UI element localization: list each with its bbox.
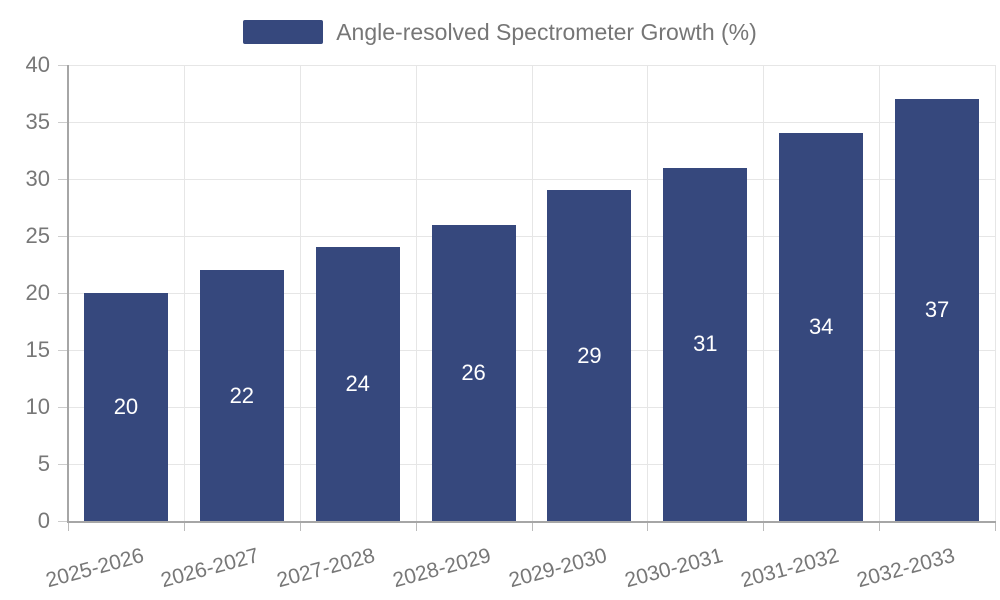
y-axis-label: 20	[25, 280, 50, 305]
bar[interactable]	[779, 133, 864, 521]
x-axis-tick	[183, 523, 185, 531]
x-axis-tick	[415, 523, 417, 531]
gridline-vertical	[531, 65, 533, 521]
y-axis-label: 35	[25, 109, 50, 134]
bar-value-label: 29	[577, 342, 602, 368]
x-axis-line	[67, 521, 996, 523]
x-axis-tick	[995, 523, 996, 531]
y-axis-tick	[58, 179, 68, 180]
x-axis-tick	[879, 523, 881, 531]
bar-value-label: 26	[461, 359, 486, 385]
x-axis-tick	[68, 523, 69, 531]
y-axis-label: 5	[37, 451, 50, 476]
bar[interactable]	[83, 293, 168, 521]
bar[interactable]	[547, 190, 632, 521]
y-axis-label: 0	[37, 508, 50, 533]
x-axis-label: 2026-2027	[158, 544, 262, 593]
x-axis-label: 2032-2033	[854, 544, 958, 593]
bar-value-label: 20	[113, 394, 139, 419]
x-axis-label: 2025-2026	[42, 544, 146, 593]
gridline-vertical	[879, 65, 881, 521]
bar-value-label: 24	[345, 371, 370, 397]
y-axis-tick	[58, 521, 68, 522]
y-axis-tick	[58, 407, 68, 408]
y-axis-line	[67, 65, 69, 523]
bar[interactable]	[663, 167, 748, 521]
y-axis-label: 30	[25, 166, 50, 191]
x-axis-label: 2027-2028	[274, 544, 378, 593]
y-axis-tick	[58, 293, 68, 294]
bar[interactable]	[199, 270, 284, 521]
y-axis-label: 15	[25, 337, 50, 362]
bar[interactable]	[315, 247, 400, 521]
bar[interactable]	[895, 99, 980, 521]
gridline-vertical	[647, 65, 649, 521]
bar-value-label: 31	[693, 331, 718, 357]
y-axis-label: 10	[25, 394, 50, 419]
x-axis-label: 2031-2032	[738, 544, 842, 593]
gridline-vertical	[299, 65, 301, 521]
y-axis-tick	[58, 350, 68, 351]
bar-value-label: 37	[924, 297, 950, 323]
y-axis-label: 25	[25, 223, 50, 248]
legend-label: Angle-resolved Spectrometer Growth (%)	[336, 18, 757, 45]
x-axis-label: 2029-2030	[506, 544, 610, 593]
bar[interactable]	[431, 224, 516, 521]
gridline-vertical	[415, 65, 417, 521]
x-axis-tick	[299, 523, 301, 531]
gridline-vertical	[183, 65, 185, 521]
bar-value-label: 22	[229, 382, 255, 408]
gridline-vertical	[763, 65, 765, 521]
y-axis-label: 40	[25, 52, 50, 77]
x-axis-tick	[647, 523, 649, 531]
y-axis-tick	[58, 122, 68, 123]
x-axis-label: 2030-2031	[622, 544, 726, 593]
legend-swatch	[243, 20, 324, 44]
gridline-vertical	[995, 65, 996, 521]
x-axis-tick	[763, 523, 765, 531]
y-axis-tick	[58, 236, 68, 237]
y-axis-tick	[58, 65, 68, 66]
x-axis-label: 2028-2029	[390, 544, 494, 593]
legend-item[interactable]: Angle-resolved Spectrometer Growth (%)	[0, 16, 1000, 48]
bar-value-label: 34	[808, 314, 834, 340]
x-axis-tick	[531, 523, 533, 531]
y-axis-tick	[58, 464, 68, 465]
